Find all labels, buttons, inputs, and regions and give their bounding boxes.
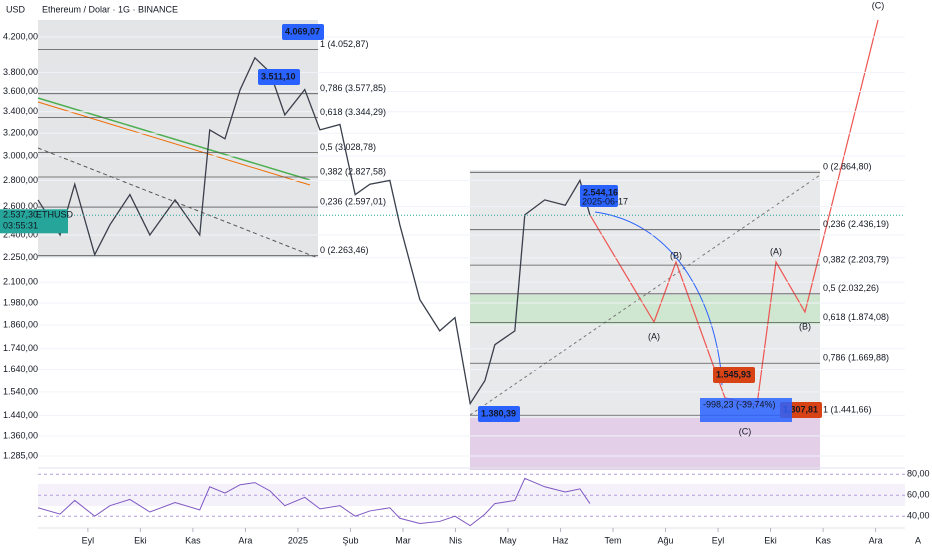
x-tick-label: May	[499, 535, 517, 545]
fib-label: 0 (2.864,80)	[823, 162, 872, 172]
x-tick-label: Eyl	[82, 535, 95, 545]
rsi-tick-label: 60,00	[907, 490, 930, 500]
target-zone	[470, 418, 820, 470]
measure-box	[700, 398, 792, 422]
x-tick-label: Kas	[815, 535, 831, 545]
callout-label: 3.511,10	[261, 71, 296, 81]
wave-label: (B)	[799, 321, 811, 331]
x-tick-label: Şub	[342, 535, 358, 545]
fib-label: 0,5 (3.028,78)	[320, 142, 376, 152]
callout-box	[580, 185, 618, 207]
rsi-tick-label: 40,00	[907, 511, 930, 521]
auto-button[interactable]: A	[915, 535, 921, 545]
y-tick-label: 3.000,00	[3, 150, 38, 160]
y-tick-label: 3.400,00	[3, 106, 38, 116]
x-tick-label: Kas	[185, 535, 201, 545]
countdown: 03:55:31	[3, 221, 38, 231]
wave-label: (A)	[770, 246, 782, 256]
fib-label: 0,236 (2.597,01)	[320, 196, 386, 206]
y-tick-label: 2.400,00	[3, 229, 38, 239]
last-price: 2.537,30	[3, 210, 38, 220]
y-tick-label: 3.200,00	[3, 128, 38, 138]
callout-box	[478, 406, 520, 422]
y-tick-label: 2.800,00	[3, 175, 38, 185]
callout-box	[282, 24, 324, 40]
wave-label: (C)	[739, 426, 752, 436]
callout-box	[258, 69, 300, 85]
fib-label: 0,236 (2.436,19)	[823, 219, 889, 229]
fib-label: 0,786 (3.577,85)	[320, 83, 386, 93]
x-tick-label: Eki	[764, 535, 777, 545]
y-tick-label: 1.640,00	[3, 364, 38, 374]
y-tick-label: 2.600,00	[3, 201, 38, 211]
y-tick-label: 3.800,00	[3, 67, 38, 77]
symbol: Ethereum / Dolar · 1G · BINANCE	[42, 4, 178, 14]
x-tick-label: Mar	[395, 535, 411, 545]
fib-label: 1 (1.441,66)	[823, 405, 872, 415]
measure-label: -998,23 (-39,74%)	[703, 399, 776, 409]
fib-label: 1 (4.052,87)	[320, 39, 369, 49]
y-tick-label: 4.200,00	[3, 31, 38, 41]
fib-label: 0,786 (1.669,88)	[823, 353, 889, 363]
currency: USD	[6, 4, 26, 14]
rsi-tick-label: 80,00	[907, 469, 930, 479]
y-tick-label: 2.250,00	[3, 252, 38, 262]
y-tick-label: 1.980,00	[3, 297, 38, 307]
fib-label: 0 (2.263,46)	[320, 245, 369, 255]
wave-label: (A)	[648, 331, 660, 341]
x-tick-label: Eki	[134, 535, 147, 545]
callout-box	[713, 367, 755, 383]
y-tick-label: 1.740,00	[3, 343, 38, 353]
projection-curve	[594, 211, 723, 386]
x-tick-label: Ağu	[658, 535, 674, 545]
trendline	[37, 101, 311, 186]
callout-label: 1.545,93	[716, 369, 751, 379]
x-tick-label: Nis	[449, 535, 462, 545]
y-tick-label: 1.285,00	[3, 450, 38, 460]
x-tick-label: Tem	[605, 535, 622, 545]
callout-label: 4.069,07	[285, 26, 320, 36]
callout-label: 1.380,39	[481, 408, 516, 418]
trendline	[469, 174, 821, 416]
y-tick-label: 1.860,00	[3, 320, 38, 330]
x-tick-label: Ara	[869, 535, 883, 545]
fib-label: 0,5 (2.032,26)	[823, 283, 879, 293]
y-tick-label: 2.100,00	[3, 277, 38, 287]
fib-label: 0,618 (3.344,29)	[320, 107, 386, 117]
y-tick-label: 1.540,00	[3, 386, 38, 396]
fib-label: 0,382 (2.827,58)	[320, 166, 386, 176]
wave-label: (C)	[872, 0, 885, 10]
fib-label: 0,618 (1.874,08)	[823, 312, 889, 322]
wave-label: (B)	[670, 250, 682, 260]
x-tick-label: Eyl	[712, 535, 725, 545]
last-price-tag	[0, 209, 68, 234]
callout-label: 2.544,16	[583, 187, 618, 197]
fib-label: 0,382 (2.203,79)	[823, 255, 889, 265]
range-box	[38, 20, 318, 258]
x-tick-label: 2025	[288, 535, 308, 545]
y-tick-label: 1.440,00	[3, 410, 38, 420]
last-symbol: ETHUSD	[36, 210, 74, 220]
rsi-line	[37, 477, 591, 527]
callout-label: 1.307,81	[783, 404, 818, 414]
price-line	[37, 56, 591, 406]
golden-zone	[470, 295, 820, 325]
y-tick-label: 1.360,00	[3, 430, 38, 440]
callout-date: 2025-06-17	[582, 196, 628, 206]
x-tick-label: Ara	[238, 535, 252, 545]
x-tick-label: Haz	[553, 535, 570, 545]
y-tick-label: 3.600,00	[3, 86, 38, 96]
